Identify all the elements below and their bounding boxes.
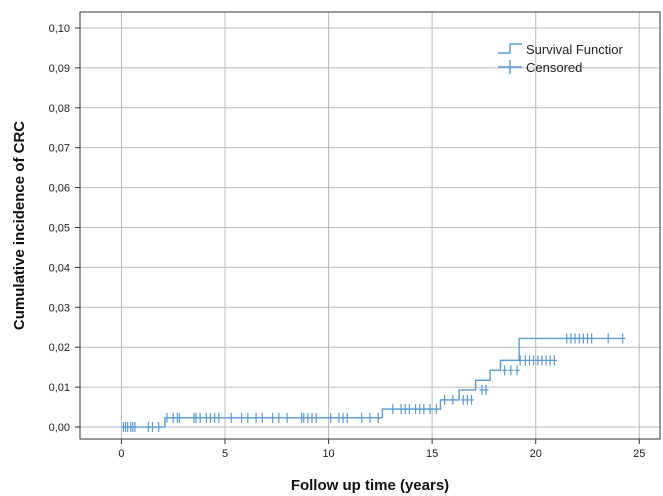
- censored-mark: [390, 404, 396, 415]
- censored-mark: [239, 412, 245, 423]
- censored-mark: [132, 422, 138, 433]
- censored-mark: [442, 394, 448, 405]
- censored-mark: [589, 333, 595, 344]
- censored-mark: [176, 412, 182, 423]
- censored-mark: [253, 412, 259, 423]
- censored-mark: [313, 412, 319, 423]
- legend-label-survival: Survival Functior: [526, 42, 623, 57]
- censored-mark: [156, 422, 162, 433]
- censored-mark: [270, 412, 276, 423]
- censored-mark: [216, 412, 222, 423]
- x-axis-ticks: 0 5 10 15 20 25: [118, 439, 645, 460]
- survival-step-line: [121, 337, 623, 428]
- y-tick-label: 0,08: [49, 103, 70, 115]
- series-group: [121, 333, 626, 433]
- censored-mark: [406, 404, 412, 415]
- y-tick-label: 0,09: [49, 63, 70, 75]
- x-tick-label: 0: [118, 448, 124, 460]
- censored-mark: [421, 404, 427, 415]
- x-tick-label: 20: [530, 448, 542, 460]
- censored-mark: [359, 412, 365, 423]
- censored-mark: [483, 384, 489, 395]
- x-tick-label: 15: [426, 448, 438, 460]
- y-tick-label: 0,07: [49, 143, 70, 155]
- y-tick-label: 0,01: [49, 382, 70, 394]
- censored-mark: [427, 404, 433, 415]
- censored-mark: [620, 333, 626, 344]
- y-axis-label: Cumulative incidence of CRC: [11, 121, 28, 330]
- censored-mark: [164, 412, 170, 423]
- censored-mark: [150, 422, 155, 433]
- censored-mark: [469, 394, 474, 405]
- plot-frame: [79, 11, 661, 440]
- censored-mark: [551, 355, 557, 366]
- y-tick-label: 0,10: [49, 23, 70, 35]
- censored-mark: [367, 412, 373, 423]
- censored-mark: [508, 365, 514, 376]
- y-tick-label: 0,00: [49, 422, 70, 434]
- y-tick-label: 0,03: [49, 302, 70, 314]
- legend-survival-swatch: [498, 43, 522, 54]
- x-tick-label: 25: [633, 448, 645, 460]
- x-tick-label: 5: [222, 448, 228, 460]
- censored-mark: [228, 412, 234, 423]
- censored-mark: [245, 412, 251, 423]
- y-tick-label: 0,06: [49, 183, 70, 195]
- censored-mark: [276, 412, 282, 423]
- y-tick-label: 0,02: [49, 342, 70, 354]
- censored-mark: [605, 333, 611, 344]
- x-tick-label: 10: [322, 448, 334, 460]
- censored-mark: [259, 412, 265, 423]
- censored-mark: [514, 365, 520, 376]
- legend-label-censored: Censored: [526, 60, 582, 75]
- y-tick-label: 0,05: [49, 222, 70, 234]
- censored-mark: [433, 404, 439, 415]
- censored-mark: [450, 394, 456, 405]
- censored-mark: [502, 365, 508, 376]
- legend: Survival Functior Censored: [498, 42, 623, 75]
- y-axis-ticks: 0,00 0,01 0,02 0,03 0,04 0,05 0,06 0,07 0,08 0,09…: [49, 23, 80, 434]
- censored-mark: [284, 412, 290, 423]
- censored-mark: [375, 412, 381, 423]
- y-tick-label: 0,04: [49, 262, 70, 274]
- censored-mark: [517, 355, 523, 366]
- censored-mark: [344, 412, 350, 423]
- x-axis-label: Follow up time (years): [291, 477, 449, 494]
- censored-mark: [328, 412, 334, 423]
- grid-lines: [80, 12, 660, 439]
- censored-mark: [197, 412, 203, 423]
